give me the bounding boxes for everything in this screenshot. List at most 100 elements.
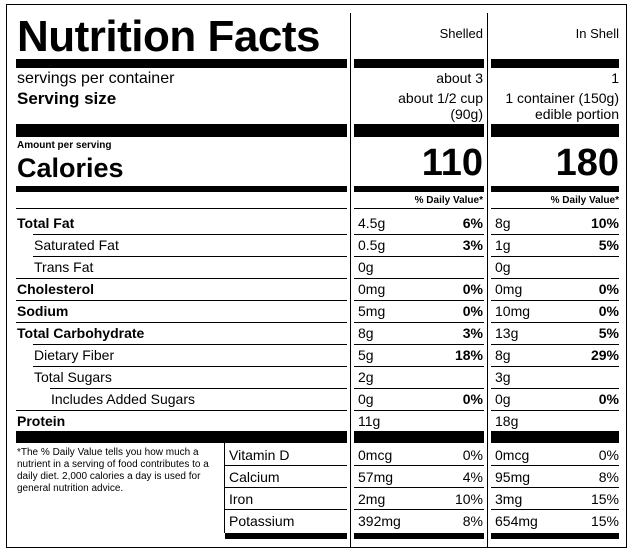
vitamin-amount-shelled: 392mg <box>358 513 401 529</box>
calories-bar-left <box>16 186 347 192</box>
row-rule <box>491 388 619 389</box>
vitamin-dv-shelled: 0% <box>462 447 483 463</box>
row-rule <box>354 300 484 301</box>
nutrient-amount-shelled: 2g <box>358 369 374 385</box>
servings-in-shell: 1 <box>611 70 619 86</box>
serving-bar-left <box>16 124 347 137</box>
row-rule <box>354 410 484 411</box>
nutrient-dv-shelled: 18% <box>454 347 483 363</box>
row-rule <box>354 278 484 279</box>
nutrient-name: Saturated Fat <box>34 237 119 253</box>
nutrient-dv-shelled: 3% <box>462 237 483 253</box>
row-rule <box>33 366 347 367</box>
nutrient-dv-in-shell: 0% <box>598 391 619 407</box>
serving-size-in-shell-line1: 1 container (150g) <box>505 90 619 106</box>
nutrient-amount-shelled: 11g <box>358 413 381 429</box>
row-rule <box>491 322 619 323</box>
vitamin-dv-in-shell: 0% <box>598 447 619 463</box>
nutrient-name: Cholesterol <box>17 281 95 297</box>
nutrition-facts-label: Nutrition Facts Shelled In Shell serving… <box>6 4 627 548</box>
footnote-divider <box>224 443 225 533</box>
nutrient-amount-in-shell: 1g <box>495 237 511 253</box>
nutrient-dv-in-shell: 10% <box>590 215 619 231</box>
nutrient-dv-shelled: 0% <box>462 303 483 319</box>
servings-shelled: about 3 <box>436 70 483 86</box>
vitamin-dv-shelled: 10% <box>454 491 483 507</box>
dv-header-rule-left <box>16 208 347 209</box>
serving-size-in-shell-line2: edible portion <box>534 106 619 122</box>
vitamin-dv-in-shell: 15% <box>590 491 619 507</box>
nutrient-amount-shelled: 5mg <box>358 303 386 319</box>
row-rule <box>491 234 619 235</box>
column-header-in-shell: In Shell <box>575 26 619 41</box>
vitamin-rule <box>225 509 347 510</box>
nutrient-amount-shelled: 0g <box>358 259 374 275</box>
column-divider-right <box>487 13 488 547</box>
calories-label: Calories <box>17 153 124 183</box>
vitamin-rule <box>354 487 484 488</box>
bottom-bar-left <box>225 533 347 539</box>
vitamin-dv-in-shell: 8% <box>598 469 619 485</box>
row-rule <box>16 300 347 301</box>
footnote: *The % Daily Value tells you how much a … <box>17 447 209 494</box>
title-bar-mid <box>354 59 484 68</box>
nutrient-amount-shelled: 0mg <box>358 281 386 297</box>
row-rule <box>33 256 347 257</box>
nutrient-amount-shelled: 0g <box>358 391 374 407</box>
nutrient-name: Dietary Fiber <box>34 347 115 363</box>
row-rule <box>33 234 347 235</box>
nutrient-name: Trans Fat <box>34 259 94 275</box>
serving-size-label: Serving size <box>17 89 117 108</box>
row-rule <box>16 410 347 411</box>
nutrient-amount-shelled: 4.5g <box>358 215 386 231</box>
row-rule <box>354 344 484 345</box>
row-rule <box>491 410 619 411</box>
vitamin-amount-in-shell: 654mg <box>495 513 538 529</box>
vitamin-rule <box>225 487 347 488</box>
row-rule <box>16 322 347 323</box>
calories-bar-mid <box>354 186 484 192</box>
nutrient-amount-in-shell: 3g <box>495 369 511 385</box>
vitamin-rule <box>354 509 484 510</box>
serving-bar-mid <box>354 124 484 137</box>
title: Nutrition Facts <box>17 12 320 61</box>
vitamin-dv-shelled: 8% <box>462 513 483 529</box>
calories-in-shell: 180 <box>555 142 619 184</box>
column-header-shelled: Shelled <box>439 26 483 41</box>
amount-per-serving: Amount per serving <box>17 140 112 151</box>
vitamin-dv-in-shell: 15% <box>590 513 619 529</box>
calories-shelled: 110 <box>421 142 483 184</box>
dv-header-rule-right <box>491 208 619 209</box>
nutrient-name: Total Carbohydrate <box>17 325 145 341</box>
row-rule <box>491 256 619 257</box>
serving-size-shelled-line2: (90g) <box>450 106 483 122</box>
calories-bar-right <box>491 186 619 192</box>
row-rule <box>354 256 484 257</box>
nutrient-name: Total Fat <box>17 215 75 231</box>
vitamin-rule <box>491 509 619 510</box>
row-rule <box>491 300 619 301</box>
row-rule <box>491 344 619 345</box>
row-rule <box>354 366 484 367</box>
nutrient-amount-shelled: 0.5g <box>358 237 386 253</box>
row-rule <box>354 234 484 235</box>
vitamin-name: Potassium <box>229 513 295 529</box>
nutrient-amount-in-shell: 0g <box>495 259 511 275</box>
vitamin-name: Vitamin D <box>229 447 290 463</box>
nutrient-amount-in-shell: 18g <box>495 413 519 429</box>
nutrient-amount-shelled: 8g <box>358 325 374 341</box>
nutrient-dv-in-shell: 29% <box>590 347 619 363</box>
nutrient-amount-shelled: 5g <box>358 347 374 363</box>
serving-size-shelled-line1: about 1/2 cup <box>398 90 483 106</box>
vitamin-bar-mid <box>354 431 484 443</box>
nutrient-dv-shelled: 0% <box>462 281 483 297</box>
vitamin-rule <box>491 487 619 488</box>
dv-header-rule-mid <box>354 208 484 209</box>
row-rule <box>491 278 619 279</box>
nutrient-amount-in-shell: 13g <box>495 325 519 341</box>
nutrient-name: Protein <box>17 413 66 429</box>
nutrient-dv-shelled: 6% <box>462 215 483 231</box>
daily-value-header-in-shell: % Daily Value* <box>550 195 619 206</box>
nutrient-amount-in-shell: 8g <box>495 347 511 363</box>
vitamin-rule <box>491 465 619 466</box>
